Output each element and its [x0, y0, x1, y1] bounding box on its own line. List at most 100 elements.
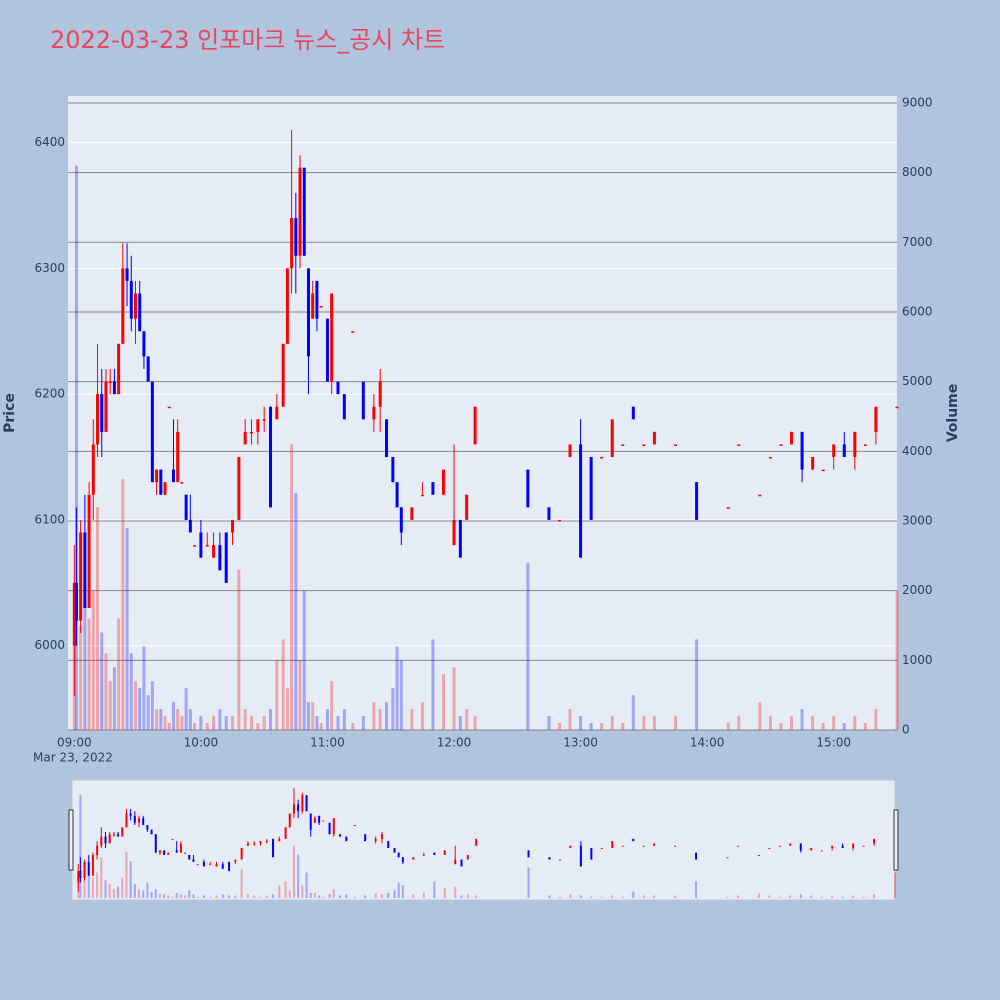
volume-bar [853, 716, 857, 730]
volume-bar [410, 709, 414, 730]
slider-candle-body [632, 838, 635, 842]
slider-candle-body [642, 845, 645, 847]
slider-candle-body [852, 843, 855, 849]
slider-volume-bar [265, 895, 268, 898]
x-tick-label: 10:00 [184, 736, 219, 750]
slider-volume-bar [202, 895, 205, 898]
candle-body [150, 381, 154, 483]
candle-body [420, 494, 424, 497]
candle-body [452, 519, 456, 546]
slider-volume-bar [642, 895, 645, 898]
volume-bar [117, 618, 121, 730]
candle-body [155, 469, 159, 483]
volume-bar [218, 709, 222, 730]
slider-candle-body [288, 813, 291, 828]
volume-bar [452, 667, 456, 730]
slider-candle-body [862, 845, 865, 847]
volume-bar [695, 639, 699, 730]
y-tick-label: 6400 [34, 135, 65, 149]
slider-candle-body [726, 857, 729, 859]
slider-candle-body [265, 841, 268, 843]
y2-tick-label: 9000 [902, 95, 933, 109]
volume-bar [79, 625, 83, 730]
slider-handle[interactable] [893, 809, 899, 871]
slider-candle-body [91, 854, 94, 876]
slider-volume-bar [422, 892, 425, 898]
volume-bar [420, 702, 424, 730]
volume-bar [100, 632, 104, 730]
candle-body [171, 469, 175, 483]
volume-bar [790, 716, 794, 730]
volume-bar [275, 660, 279, 730]
y-tick-label: 6200 [34, 387, 65, 401]
slider-candle-body [192, 859, 195, 862]
candle-body [758, 494, 762, 497]
slider-candle-body [83, 861, 86, 878]
slider-volume-bar [138, 889, 141, 898]
slider-candle-body [332, 818, 335, 835]
candle-body [526, 469, 530, 508]
slider-volume-bar [322, 896, 325, 898]
candle-body [811, 457, 815, 470]
candle-body [142, 331, 146, 357]
slider-volume-bar [104, 880, 107, 898]
slider-candle-body [167, 852, 170, 855]
y2-tick-label: 2000 [902, 583, 933, 597]
slider-candle-body [171, 838, 174, 840]
volume-bar [142, 646, 146, 730]
candle-body [87, 494, 91, 608]
volume-bar [199, 716, 203, 730]
slider-volume-bar [196, 896, 199, 898]
slider-volume-bar [253, 895, 256, 898]
candle-body [100, 394, 104, 432]
slider-volume-bar [179, 894, 182, 898]
slider-candle-body [221, 864, 224, 869]
candle-body [399, 507, 403, 533]
candle-body [895, 406, 899, 409]
slider-handle[interactable] [68, 809, 74, 871]
candle-body [547, 507, 551, 520]
volume-bar [159, 709, 163, 730]
slider-volume-bar [175, 892, 178, 898]
volume-bar [285, 688, 289, 730]
volume-bar [193, 723, 197, 730]
y-tick-label: 6100 [34, 512, 65, 526]
slider-volume-bar [117, 886, 120, 898]
slider-candle-body [757, 854, 760, 856]
candle-body [231, 519, 235, 533]
volume-bar [155, 709, 159, 730]
candle-body [184, 494, 188, 520]
slider-candle-body [104, 836, 107, 844]
slider-volume-bar [215, 895, 218, 898]
slider-volume-bar [228, 895, 231, 898]
range-slider[interactable] [71, 779, 896, 901]
volume-bar [526, 562, 530, 730]
slider-candle-body [569, 845, 572, 849]
slider-candle-body [259, 841, 262, 844]
slider-volume-bar [184, 895, 187, 898]
y-tick-label: 6300 [34, 261, 65, 275]
slider-volume-bar [234, 895, 237, 898]
volume-bar [176, 709, 180, 730]
volume-bar [269, 709, 273, 730]
slider-volume-bar [674, 895, 677, 898]
slider-candle-body [184, 852, 187, 854]
slider-candle-body [142, 818, 145, 826]
slider-volume-bar [163, 894, 166, 898]
candle-body [96, 394, 100, 445]
candle-body [391, 457, 395, 483]
volume-bar [631, 695, 635, 730]
volume-bar [163, 716, 167, 730]
candle-body [395, 482, 399, 508]
volume-bar [361, 716, 365, 730]
slider-volume-bar [292, 845, 295, 898]
slider-volume-bar [454, 886, 457, 898]
volume-bar [372, 702, 376, 730]
candle-body [768, 457, 772, 459]
volume-bar [737, 716, 741, 730]
slider-candle-body [125, 813, 128, 828]
candle-body [112, 381, 116, 395]
slider-volume-bar [894, 872, 896, 898]
y2-tick-label: 5000 [902, 374, 933, 388]
